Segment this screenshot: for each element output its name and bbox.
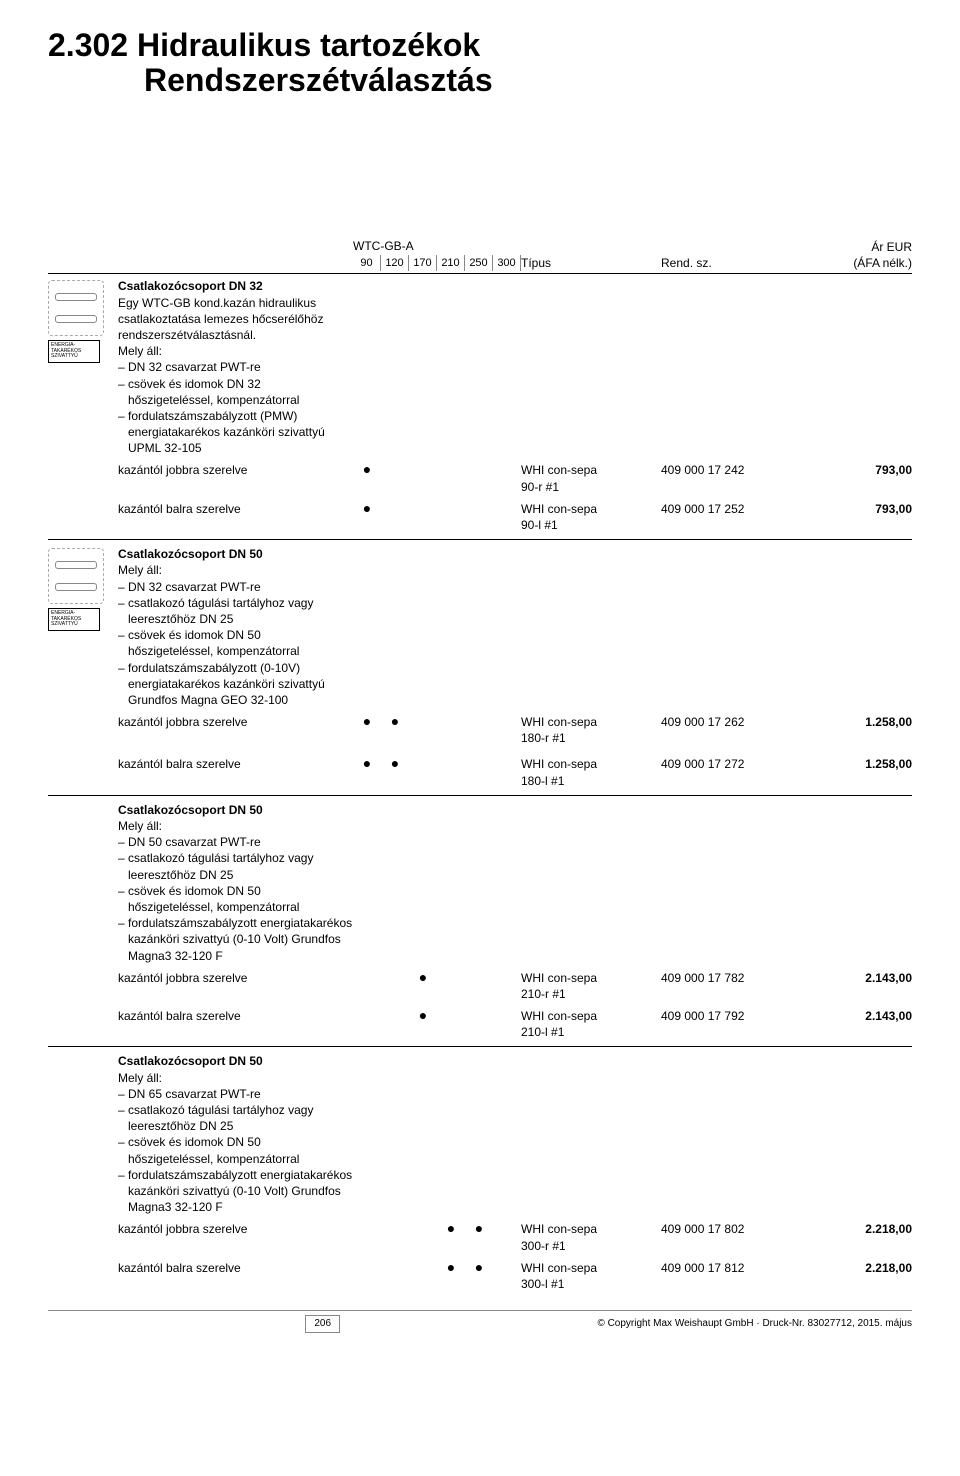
product-block-3: Csatlakozócsoport DN 50 Mely áll: DN 50 … xyxy=(48,802,912,964)
header-price: Ár EUR (ÁFA nélk.) xyxy=(781,239,912,271)
product-block-1: ENERGIA- TAKARÉKOS SZIVATTYÚ Csatlakozóc… xyxy=(48,278,912,456)
pump-label: ENERGIA- TAKARÉKOS SZIVATTYÚ xyxy=(48,340,100,363)
pump-label: ENERGIA- TAKARÉKOS SZIVATTYÚ xyxy=(48,608,100,631)
product-text-4: Csatlakozócsoport DN 50 Mely áll: DN 65 … xyxy=(118,1053,353,1215)
header-rend: Rend. sz. xyxy=(661,255,781,271)
product-block-4: Csatlakozócsoport DN 50 Mely áll: DN 65 … xyxy=(48,1053,912,1215)
column-header: WTC-GB-A 90 120 170 210 250 300 Típus Re… xyxy=(48,238,912,274)
product-icon-1: ENERGIA- TAKARÉKOS SZIVATTYÚ xyxy=(48,278,118,456)
page-footer: 206 © Copyright Max Weishaupt GmbH · Dru… xyxy=(48,1310,912,1333)
wtc-columns: 90 120 170 210 250 300 xyxy=(353,255,521,272)
row-r7: kazántól jobbra szerelve ●● WHI con-sepa… xyxy=(48,1221,912,1253)
title-line1: 2.302 Hidraulikus tartozékok xyxy=(48,28,912,63)
col-300: 300 xyxy=(493,255,521,272)
col-170: 170 xyxy=(409,255,437,272)
page-number: 206 xyxy=(305,1315,340,1333)
row-r3: kazántól jobbra szerelve ●● WHI con-sepa… xyxy=(48,714,912,746)
product-text-1: Csatlakozócsoport DN 32 Egy WTC-GB kond.… xyxy=(118,278,353,456)
title-line2: Rendszerszétválasztás xyxy=(48,63,912,98)
copyright: © Copyright Max Weishaupt GmbH · Druck-N… xyxy=(597,1317,912,1331)
col-90: 90 xyxy=(353,255,381,272)
col-250: 250 xyxy=(465,255,493,272)
wtc-label: WTC-GB-A xyxy=(353,238,521,254)
product-text-2: Csatlakozócsoport DN 50 Mely áll: DN 32 … xyxy=(118,546,353,708)
row-r5: kazántól jobbra szerelve ● WHI con-sepa2… xyxy=(48,970,912,1002)
page-title: 2.302 Hidraulikus tartozékok Rendszerszé… xyxy=(48,28,912,98)
col-210: 210 xyxy=(437,255,465,272)
pipe-icon xyxy=(48,548,104,604)
product-text-3: Csatlakozócsoport DN 50 Mely áll: DN 50 … xyxy=(118,802,353,964)
header-tipus: Típus xyxy=(521,255,661,271)
product-icon-2: ENERGIA- TAKARÉKOS SZIVATTYÚ xyxy=(48,546,118,708)
product-block-2: ENERGIA- TAKARÉKOS SZIVATTYÚ Csatlakozóc… xyxy=(48,546,912,708)
row-r2: kazántól balra szerelve ● WHI con-sepa90… xyxy=(48,501,912,533)
row-r8: kazántól balra szerelve ●● WHI con-sepa3… xyxy=(48,1260,912,1292)
pipe-icon xyxy=(48,280,104,336)
col-120: 120 xyxy=(381,255,409,272)
row-r6: kazántól balra szerelve ● WHI con-sepa21… xyxy=(48,1008,912,1040)
row-r1: kazántól jobbra szerelve ● WHI con-sepa9… xyxy=(48,462,912,494)
row-r4: kazántól balra szerelve ●● WHI con-sepa1… xyxy=(48,756,912,788)
